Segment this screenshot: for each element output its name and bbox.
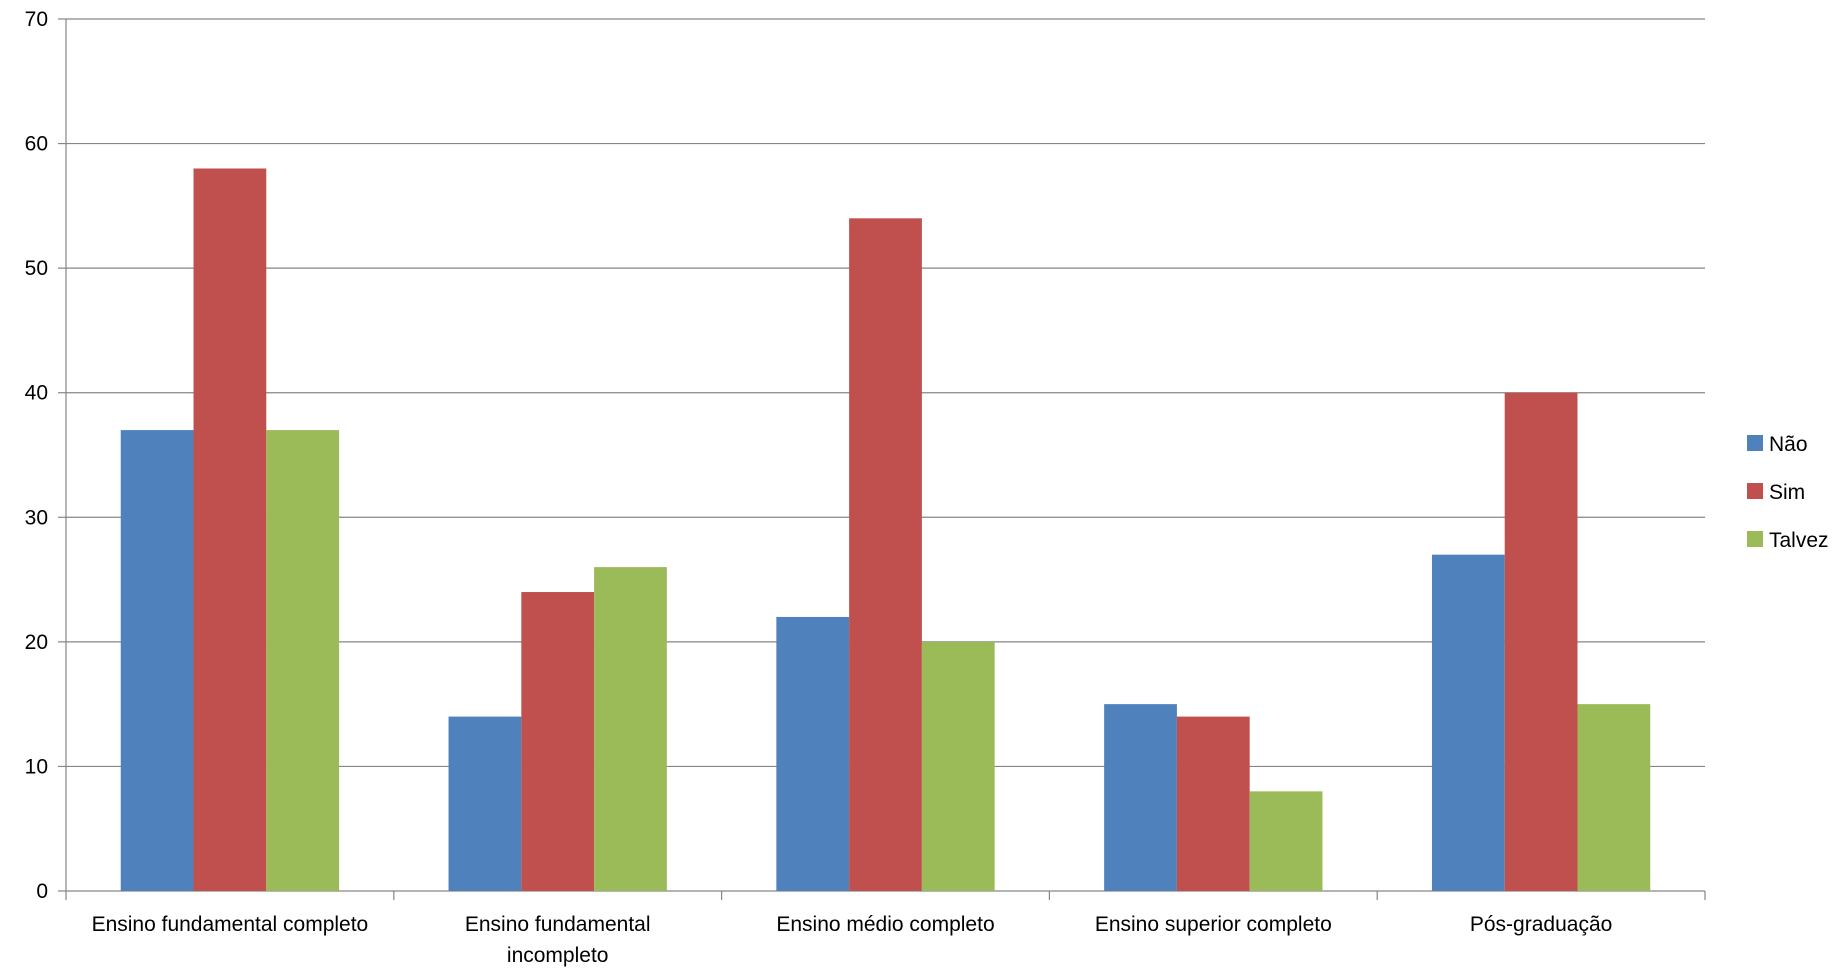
legend-swatch (1747, 531, 1763, 547)
bar-sim-2 (849, 218, 922, 892)
y-tick-label: 40 (25, 382, 48, 405)
x-category-label: Ensino fundamental (465, 913, 651, 936)
bar-sim-0 (193, 168, 267, 891)
bar-nao-2 (776, 616, 850, 891)
x-category-label: Ensino fundamental completo (92, 913, 369, 936)
legend-label: Talvez (1769, 529, 1829, 552)
y-tick-label: 50 (25, 257, 48, 280)
legend-swatch (1747, 435, 1763, 451)
bar-sim-3 (1176, 716, 1250, 891)
x-category-label: Ensino superior completo (1095, 913, 1332, 936)
x-category-label: Pós-graduação (1470, 913, 1612, 936)
bar-talvez-2 (921, 641, 995, 891)
y-tick-label: 10 (25, 755, 48, 778)
legend-label: Sim (1769, 481, 1805, 504)
bar-nao-3 (1104, 704, 1177, 891)
y-tick-label: 60 (25, 133, 48, 156)
bar-nao-1 (448, 716, 522, 891)
bar-sim-4 (1504, 392, 1578, 891)
bar-talvez-0 (266, 430, 340, 891)
bar-nao-0 (120, 430, 194, 891)
x-category-label: incompleto (507, 944, 609, 967)
y-tick-label: 70 (25, 8, 48, 31)
bar-nao-4 (1431, 554, 1505, 891)
y-tick-label: 20 (25, 631, 48, 654)
bar-sim-1 (521, 592, 595, 891)
x-category-label: Ensino médio completo (776, 913, 994, 936)
legend-label: Não (1769, 433, 1808, 456)
bar-talvez-4 (1577, 704, 1651, 891)
bar-talvez-1 (594, 567, 667, 891)
y-tick-label: 0 (36, 880, 48, 903)
legend-swatch (1747, 483, 1763, 499)
bar-talvez-3 (1249, 791, 1323, 891)
y-tick-label: 30 (25, 506, 48, 529)
